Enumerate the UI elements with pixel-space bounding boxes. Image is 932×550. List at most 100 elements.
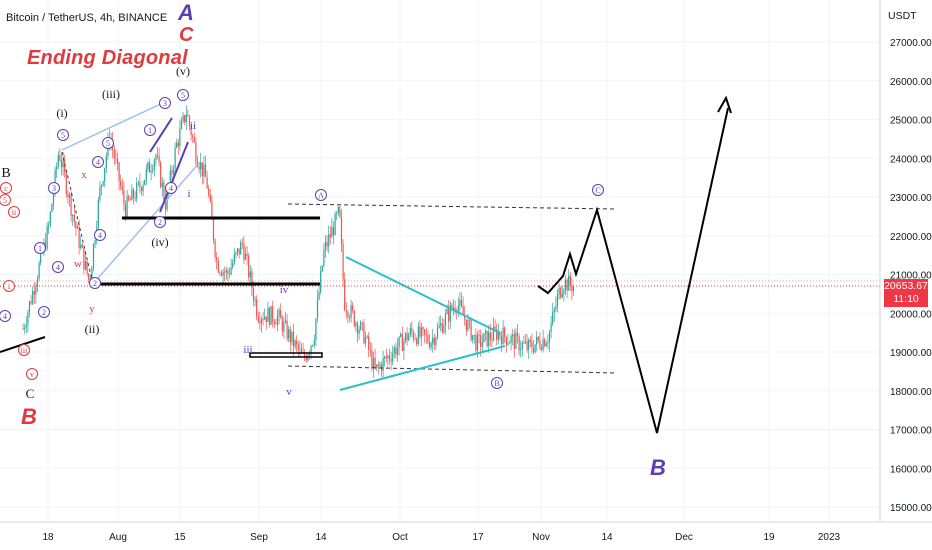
candle-body [347,311,349,318]
red-v: v [30,370,34,379]
candle-body [385,356,387,359]
candle-body [465,319,467,331]
candle-body [46,226,48,249]
candle-body [427,335,429,343]
candle-body [545,343,547,347]
candle-body [88,273,90,280]
wave-w: w [74,258,82,270]
candle-body [201,162,203,177]
candle-body [364,337,367,344]
candle-body [377,364,379,367]
red-iii: iii [21,346,28,355]
candle-body [265,316,267,322]
candle-body [104,167,106,182]
candle-body [435,337,437,346]
candle-body [313,340,315,346]
x-tick-label: Oct [392,532,408,543]
left-black-C: C [26,386,35,401]
candle-body [486,330,488,347]
y-tick-label: 16000.00 [890,464,932,475]
last-price-value: 20653.67 [884,280,928,292]
dashed-wave-line [61,151,93,281]
candle-body [331,227,333,238]
candle-body [332,227,335,236]
candle-body [512,334,514,337]
candle-body [25,324,27,328]
candle-body [374,357,376,368]
candle-body [425,334,427,336]
candle-body [540,347,543,350]
candle-body [480,335,482,347]
candle-body [283,321,285,332]
circ-5-c-ring [177,89,189,101]
wave-i-small: i [187,188,190,200]
candle-body [507,342,509,345]
candle-body [276,315,279,325]
candle-body [251,271,253,289]
candle-body [547,342,549,344]
candle-body [211,201,213,220]
candle-body [464,315,466,320]
y-tick-label: 26000.00 [890,77,932,88]
candle-body [528,339,530,350]
candle-body [192,135,194,138]
candle-body [240,242,242,255]
candle-body [275,323,277,325]
candle-body [416,339,418,345]
candle-body [91,267,93,280]
candle-body [33,291,35,295]
candle-body [123,190,125,204]
candle-body [396,347,399,355]
candle-body [150,170,152,173]
circ-1-b: 1 [148,126,152,135]
candle-body [35,286,37,295]
y-axis[interactable]: 27000.00 26000.00 25000.00 24000.00 23000.00… [879,0,932,522]
candle-body [296,340,298,345]
candle-body [392,353,394,362]
inner-diagonal-lower [159,141,189,213]
last-price-tag: 20653.67 11:10 [884,279,928,307]
circ-4-left: 4 [3,312,7,321]
candle-body [448,308,450,322]
candle-body [340,217,343,245]
candle-body [441,323,443,333]
candle-body [424,329,426,335]
candle-body [558,287,560,295]
candle-body [553,308,555,313]
candle-body [353,310,355,326]
candle-body [475,334,477,351]
candle-body [420,327,423,337]
candle-body [460,300,463,306]
wave-v-paren: (v) [176,64,190,78]
candle-body [304,353,306,358]
candle-body [172,168,175,174]
candle-body [312,345,314,347]
x-axis[interactable]: 18 Aug 15 Sep 14 Oct 17 Nov 14 Dec 19 2023 [0,521,932,543]
y-tick-label: 21000.00 [890,271,932,282]
candle-body [152,169,154,171]
candle-countdown: 11:10 [893,293,919,305]
symbol-title[interactable]: Bitcoin / TetherUS, 4h, BINANCE [6,12,168,24]
red-v-ring [26,368,38,380]
candle-body [249,271,251,278]
candle-body [264,316,266,320]
candle-body [73,215,75,222]
candle-body [254,299,256,301]
candle-body [180,121,183,129]
candle-body [564,279,567,290]
wave-y: y [89,303,95,315]
candle-body [131,189,133,201]
x-tick-label: 14 [601,532,613,543]
candle-body [97,199,99,228]
candle-body [230,267,232,275]
candle-body [432,337,434,344]
level-18900-box [249,352,323,358]
candle-body [504,327,506,337]
candle-body [500,336,503,345]
candle-body [182,115,184,122]
candle-body [268,308,271,325]
candle-body [401,334,403,351]
candle-body [153,160,155,170]
grid [0,0,880,522]
